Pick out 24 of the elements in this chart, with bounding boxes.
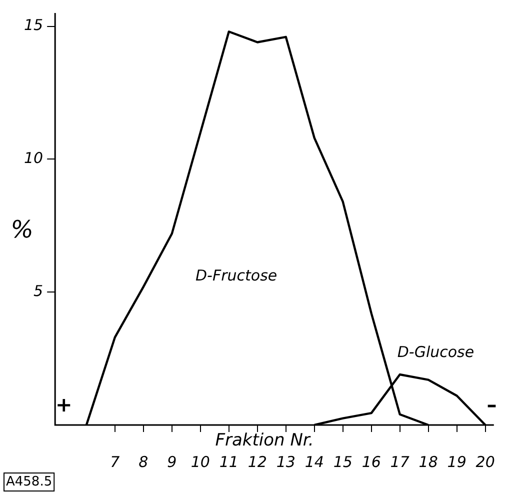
x-tick-label: 8	[138, 452, 148, 471]
x-tick-label: 7	[110, 452, 120, 471]
y-axis-title: %	[10, 216, 34, 244]
x-tick-label: 10	[190, 452, 210, 471]
y-tick-label: 5	[34, 282, 44, 300]
y-tick-label: 10	[24, 149, 44, 168]
x-tick-label: 19	[447, 452, 466, 471]
x-tick-label: 11	[219, 452, 238, 471]
x-tick-label: 13	[276, 452, 296, 471]
series-label: D-Glucose	[397, 342, 474, 361]
x-tick-label: 14	[304, 452, 324, 471]
annotation: –	[486, 392, 497, 417]
x-tick-label: 9	[167, 452, 177, 471]
x-axis-title: Fraktion Nr.	[215, 430, 314, 450]
x-tick-label: 16	[362, 452, 381, 471]
x-tick-label: 12	[248, 452, 267, 471]
x-tick-label: 18	[418, 452, 438, 471]
x-tick-label: 20	[476, 452, 495, 471]
x-tick-label: 15	[333, 452, 352, 471]
x-tick-label: 17	[390, 452, 410, 471]
text: A458.5	[6, 474, 52, 490]
annotation: +	[55, 392, 72, 417]
text: D-Fructose	[196, 266, 278, 285]
y-tick-label: 15	[24, 16, 44, 34]
